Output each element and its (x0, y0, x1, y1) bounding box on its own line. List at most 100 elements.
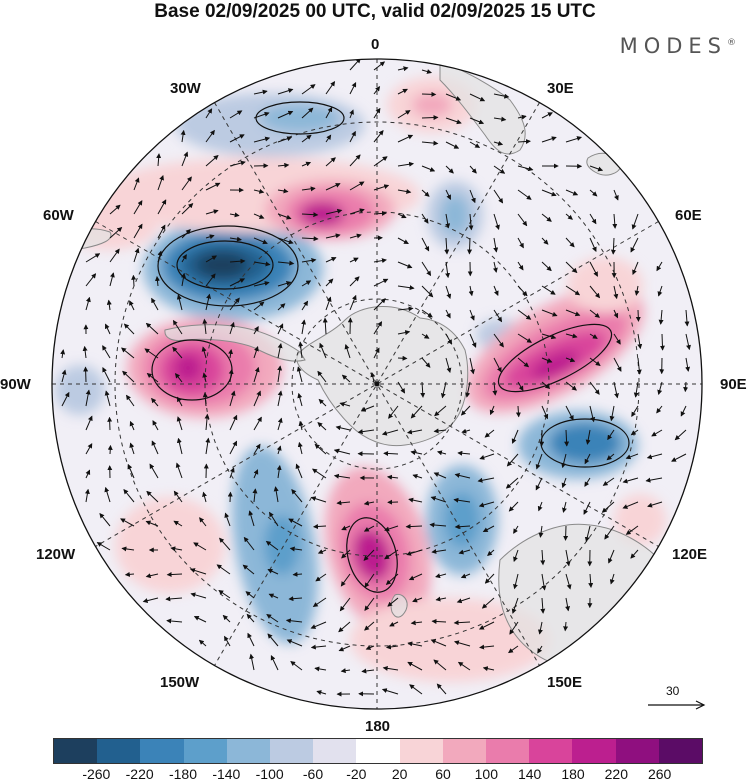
wind-vector (397, 330, 411, 335)
wind-vector (477, 477, 495, 483)
wind-vector (253, 390, 261, 407)
colorbar-tick-label: -260 (82, 766, 111, 782)
wind-vector (253, 416, 262, 431)
wind-vector (253, 261, 271, 267)
wind-vector (341, 549, 351, 559)
wind-vector (176, 437, 183, 455)
colorbar-tick-label: -220 (125, 766, 154, 782)
wind-vector (565, 189, 579, 196)
wind-vector (173, 520, 183, 527)
wind-vector (322, 317, 328, 335)
wind-vector (228, 368, 234, 383)
wind-vector (541, 333, 557, 340)
wind-vector (469, 165, 477, 174)
wind-vector (216, 564, 231, 575)
wind-vector (173, 490, 183, 503)
wind-vector (457, 450, 471, 456)
wind-vector (253, 469, 259, 479)
wind-vector (315, 573, 327, 582)
wind-vector (482, 666, 495, 672)
wind-vector (341, 374, 351, 383)
wind-vector (517, 237, 524, 249)
wind-vector (175, 462, 183, 479)
wind-vector (561, 453, 567, 469)
wind-vector (453, 640, 471, 647)
wind-vector (243, 536, 255, 551)
wind-vector (325, 81, 336, 95)
wind-vector (469, 141, 481, 148)
wind-vector (276, 464, 282, 479)
wind-vector (445, 117, 462, 125)
wind-vector (412, 597, 423, 603)
wind-vector (277, 417, 283, 431)
wind-vector (469, 309, 475, 321)
wind-vector (301, 186, 316, 192)
wind-vector (658, 309, 664, 325)
wind-vector (285, 618, 303, 624)
wind-vector (295, 463, 303, 479)
wind-vector (252, 488, 258, 503)
wind-vector (131, 274, 137, 287)
wind-vector (407, 641, 423, 647)
lon-label-30e: 30E (547, 80, 574, 97)
wind-vector (205, 293, 212, 311)
wind-vector (420, 381, 426, 398)
wind-vector (166, 618, 183, 624)
colorbar-tick-label: 260 (647, 766, 672, 782)
wind-vector (517, 213, 528, 227)
lon-label-150e: 150E (547, 674, 583, 691)
wind-vector (201, 346, 207, 359)
colorbar-tick-label: 60 (435, 766, 451, 782)
wind-vector (317, 549, 327, 554)
wind-vector (458, 549, 471, 555)
wind-vector (405, 524, 423, 530)
wind-vector (205, 255, 218, 263)
wind-vector (124, 571, 135, 577)
wind-vector (421, 69, 432, 74)
wind-vector (277, 303, 286, 311)
wind-vector (204, 413, 210, 431)
colorbar-segment (140, 739, 184, 763)
wind-vector (674, 429, 687, 441)
wind-vector (277, 342, 283, 359)
wind-vector (517, 309, 532, 320)
wind-vector (465, 381, 471, 398)
wind-vector (229, 321, 235, 335)
wind-vector (224, 512, 231, 527)
wind-vector (565, 405, 574, 421)
wind-vector (493, 116, 507, 122)
wind-vector (630, 237, 639, 253)
wind-vector (277, 213, 292, 220)
wind-vector (683, 381, 689, 393)
wind-vector (479, 644, 495, 650)
wind-vector (344, 344, 351, 359)
wind-vector (589, 333, 598, 339)
wind-vector (202, 491, 207, 503)
wind-vector (397, 213, 407, 219)
wind-vector (253, 281, 270, 287)
wind-vector (622, 477, 639, 484)
wind-vector (565, 597, 571, 612)
wind-vector (267, 568, 279, 575)
wind-vector (84, 488, 90, 503)
wind-vector (301, 319, 307, 335)
wind-vector (109, 226, 123, 239)
wind-vector (349, 208, 365, 215)
wind-vector (373, 298, 386, 311)
wind-vector (397, 261, 413, 269)
wind-vector (565, 261, 578, 274)
colorbar-tick-label: 20 (391, 766, 408, 782)
wind-vector (563, 621, 569, 632)
wind-vector (632, 261, 639, 275)
lon-label-30w: 30W (170, 80, 201, 97)
wind-vector (637, 333, 643, 350)
wind-vector (253, 325, 259, 335)
wind-vector (385, 644, 399, 650)
wind-vector (407, 661, 423, 671)
wind-vector (301, 212, 319, 218)
wind-vector (445, 333, 453, 345)
wind-vector (431, 618, 447, 624)
wind-vector (645, 477, 663, 483)
wind-vector (301, 236, 319, 242)
wind-vector (410, 405, 423, 419)
